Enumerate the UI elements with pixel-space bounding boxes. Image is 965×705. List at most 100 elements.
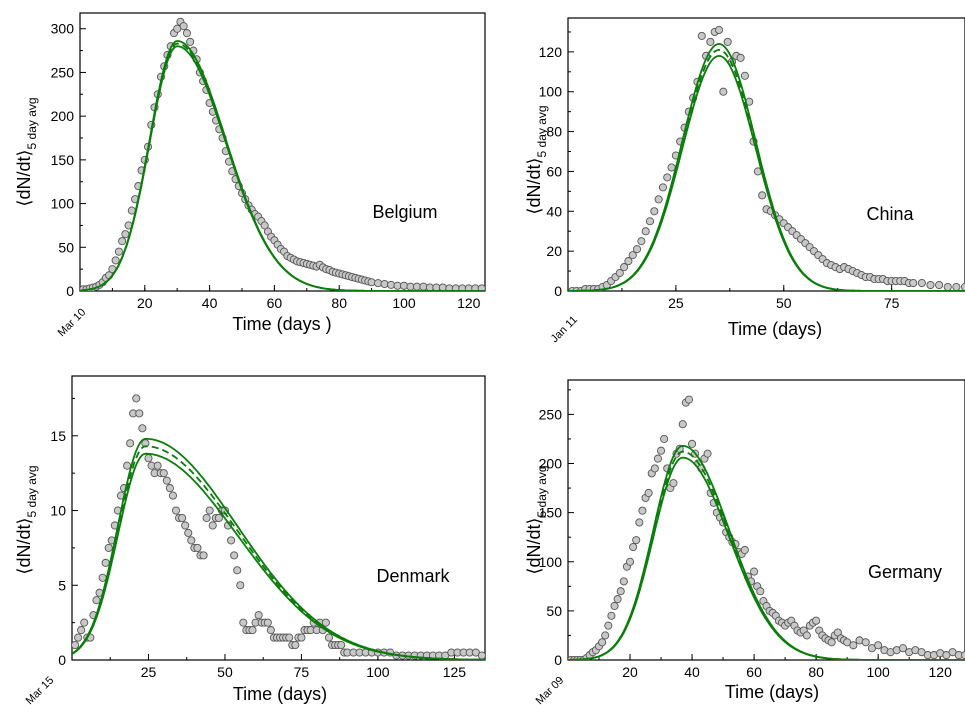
data-point xyxy=(610,601,619,611)
y-tick-label: 15 xyxy=(50,428,66,444)
y-tick-label: 10 xyxy=(50,503,66,519)
data-point xyxy=(263,618,272,627)
data-point xyxy=(285,633,294,642)
data-point xyxy=(477,651,485,660)
data-point xyxy=(632,536,641,545)
data-point xyxy=(688,439,697,448)
data-point xyxy=(827,638,836,647)
data-point xyxy=(625,557,635,566)
data-point xyxy=(236,581,245,590)
y-axis-label-sub: 5 day avg xyxy=(25,97,39,149)
plot-frame xyxy=(79,12,486,292)
start-date-label: Mar 10 xyxy=(56,306,89,339)
data-point xyxy=(165,484,174,493)
data-point xyxy=(380,279,389,289)
plot-frame xyxy=(567,379,965,661)
y-axis-label: ⟨dN/dt⟩5 day avg xyxy=(524,105,549,214)
data-point xyxy=(616,587,625,596)
panel-germany: 20 40 60 80 100 120 0 50 100 150 200 250 Germany Time… xyxy=(524,379,965,705)
data-point xyxy=(719,87,728,96)
data-point xyxy=(619,577,628,586)
x-axis-label: Time (days) xyxy=(233,684,327,704)
data-point xyxy=(111,256,120,265)
y-tick-label: 150 xyxy=(539,505,563,521)
data-point xyxy=(909,278,918,288)
data-point xyxy=(162,476,171,485)
x-tick-label: 40 xyxy=(202,295,218,311)
data-point xyxy=(233,566,242,575)
y-axis-label-sub: 5 day avg xyxy=(535,465,549,517)
data-point xyxy=(399,281,409,290)
data-point xyxy=(874,641,883,650)
x-tick-label: 50 xyxy=(217,664,233,680)
data-point xyxy=(135,409,144,418)
data-point xyxy=(645,217,655,226)
data-point xyxy=(653,454,662,463)
data-point xyxy=(123,461,132,470)
fit-curve-upper xyxy=(568,42,965,291)
data-point xyxy=(77,626,86,635)
data-point xyxy=(952,282,961,291)
data-point xyxy=(193,543,202,552)
data-point xyxy=(650,207,659,216)
y-axis-label-main: ⟨dN/dt⟩ xyxy=(524,517,544,574)
y-tick-label: 20 xyxy=(546,243,562,259)
y-axis-label: ⟨dN/dt⟩5 day avg xyxy=(14,97,39,206)
data-point xyxy=(641,227,650,236)
data-point xyxy=(654,195,663,204)
y-tick-label: 150 xyxy=(51,152,75,168)
data-point xyxy=(669,479,678,488)
y-axis-label-main: ⟨dN/dt⟩ xyxy=(14,149,34,206)
data-point xyxy=(182,29,191,38)
x-tick-label: 60 xyxy=(746,664,762,680)
data-point xyxy=(943,282,952,291)
country-label: Belgium xyxy=(372,202,437,222)
data-point xyxy=(935,280,944,290)
data-point xyxy=(756,587,765,596)
y-tick-label: 100 xyxy=(539,554,563,570)
y-tick-label: 250 xyxy=(51,64,75,80)
y-tick-label: 100 xyxy=(51,196,75,212)
fit-curve-lower xyxy=(568,54,965,291)
x-tick-label: 40 xyxy=(684,664,700,680)
data-point xyxy=(181,521,190,530)
data-point xyxy=(126,439,135,448)
data-layer xyxy=(72,394,485,660)
data-point xyxy=(104,543,113,552)
data-point xyxy=(740,545,749,555)
x-tick-label: 100 xyxy=(866,664,890,680)
data-point xyxy=(260,221,269,230)
data-point xyxy=(178,513,187,523)
data-point xyxy=(187,536,196,545)
fit-curve-upper xyxy=(568,444,965,660)
x-tick-label: 25 xyxy=(668,295,684,311)
x-tick-label: 120 xyxy=(929,664,953,680)
y-tick-label: 200 xyxy=(51,108,75,124)
data-point xyxy=(114,247,123,256)
x-axis-label: Time (days) xyxy=(728,319,822,339)
x-axis-label: Time (days ) xyxy=(232,314,331,334)
data-point xyxy=(723,37,732,46)
data-point xyxy=(168,491,178,500)
x-tick-label: 25 xyxy=(141,664,157,680)
data-point xyxy=(386,280,396,289)
data-point xyxy=(214,513,223,523)
data-point xyxy=(74,633,83,642)
data-point xyxy=(638,506,647,515)
data-point xyxy=(714,25,724,35)
data-point xyxy=(637,237,646,246)
data-point xyxy=(138,424,147,433)
data-point xyxy=(186,37,195,46)
y-tick-label: 40 xyxy=(546,203,562,219)
fit-curve-lower xyxy=(568,456,965,660)
data-point xyxy=(703,449,712,458)
data-point xyxy=(607,611,616,620)
data-point xyxy=(663,173,672,182)
x-tick-label: 80 xyxy=(808,664,824,680)
y-tick-label: 120 xyxy=(539,44,563,60)
panel-china: 25 50 75 0 20 40 60 80 100 120 China Time (days) ⟨dN… xyxy=(524,17,965,345)
data-point xyxy=(812,616,821,625)
data-point xyxy=(477,284,485,291)
y-tick-label: 100 xyxy=(539,84,563,100)
data-point xyxy=(650,464,659,473)
